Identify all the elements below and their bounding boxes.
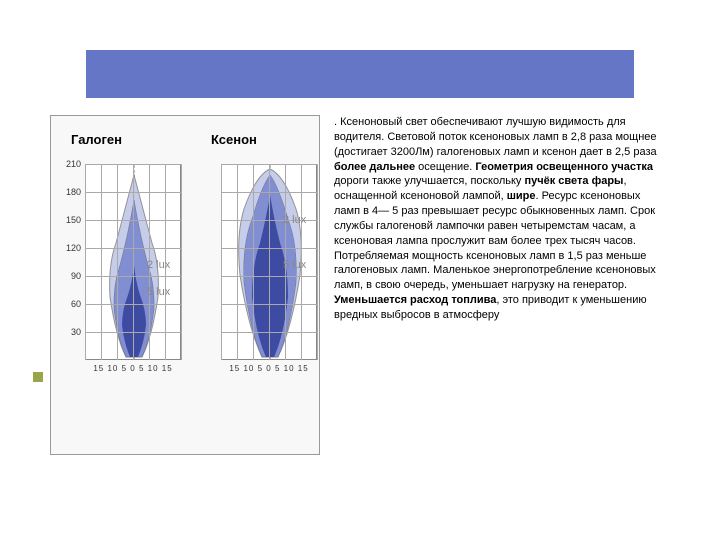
y-tick-label: 150 [61,215,81,225]
bullet-icon [33,372,43,382]
y-tick-label: 30 [61,327,81,337]
y-tick-label: 180 [61,187,81,197]
y-tick-label: 90 [61,271,81,281]
content-row: Галоген Ксенон 3 [50,115,670,505]
y-tick-label: 210 [61,159,81,169]
lux-label: 2 lux [283,214,306,226]
lux-label: 5 lux [147,286,170,298]
header-bar [86,50,634,98]
chart-inner: Галоген Ксенон 3 [50,115,320,455]
lux-label: 2 lux [147,259,170,271]
y-tick-label: 60 [61,299,81,309]
panel-title-xenon: Ксенон [211,132,257,147]
y-tick-label: 120 [61,243,81,253]
x-tick-label: 15 10 5 0 5 10 15 [85,364,181,468]
lux-label: 5 lux [283,259,306,271]
description-text: . Ксеноновый свет обеспечивают лучшую ви… [320,115,660,505]
panel-title-halogen: Галоген [71,132,122,147]
x-tick-label: 15 10 5 0 5 10 15 [221,364,317,468]
chart-figure: Галоген Ксенон 3 [50,115,320,455]
